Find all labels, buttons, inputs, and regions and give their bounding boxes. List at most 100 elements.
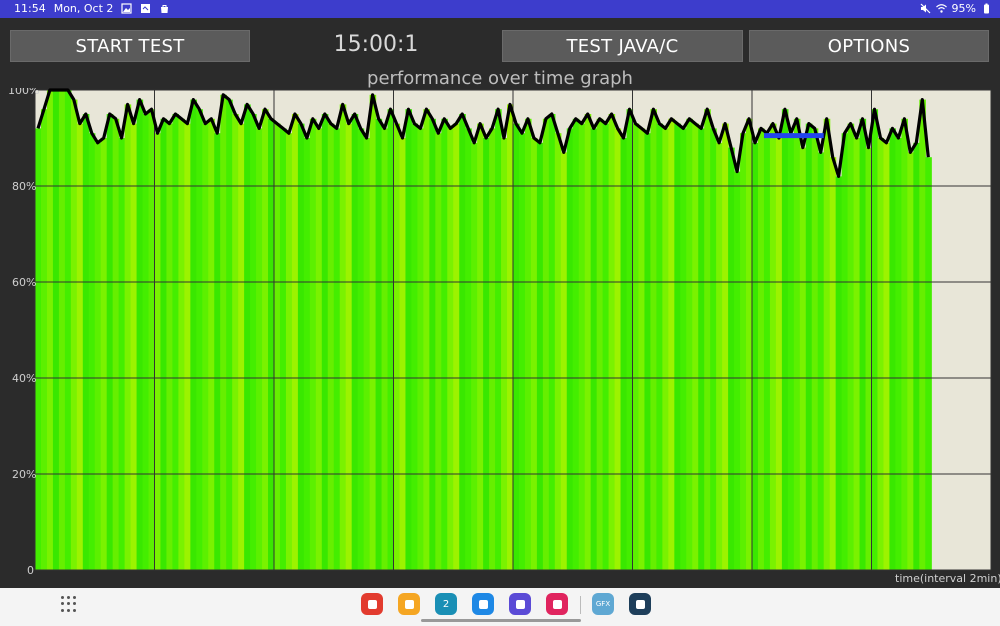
fill-stripe — [208, 118, 215, 571]
fill-stripe — [52, 90, 60, 570]
fill-stripe — [734, 171, 741, 570]
fill-stripe — [542, 118, 550, 571]
home-handle[interactable] — [421, 619, 581, 622]
fill-stripe — [728, 147, 735, 570]
messages-icon-glyph — [478, 599, 488, 609]
grid-lines — [34, 89, 992, 571]
fill-stripe — [196, 109, 203, 570]
fill-stripe — [686, 118, 693, 571]
bag-icon — [161, 5, 169, 13]
internet-icon[interactable] — [509, 593, 531, 615]
fill-stripe — [82, 114, 90, 570]
fill-stripe — [554, 133, 562, 570]
start-test-button[interactable]: START TEST — [10, 30, 250, 62]
fill-stripe — [327, 123, 335, 570]
fill-stripe — [781, 109, 789, 570]
flipboard-icon[interactable] — [361, 593, 383, 615]
y-tick-20: 20% — [12, 468, 36, 481]
fill-stripe — [859, 118, 867, 571]
fill-stripe — [453, 123, 460, 570]
wifi-icon — [935, 4, 947, 13]
fill-stripe — [46, 90, 54, 570]
fill-stripe — [429, 118, 436, 571]
fill-stripe — [423, 109, 430, 570]
fill-stripe — [154, 133, 162, 570]
fill-stripe — [100, 138, 108, 570]
fill-stripe — [698, 128, 705, 570]
fill-stripe — [787, 133, 795, 570]
fill-stripe — [232, 114, 239, 570]
fill-stripe — [142, 114, 150, 570]
fill-stripe — [399, 138, 407, 570]
fill-stripe — [566, 128, 574, 570]
fill-stripe — [435, 133, 442, 570]
snowflake-icon[interactable] — [629, 593, 651, 615]
fill-stripe — [387, 109, 395, 570]
fill-stripe — [256, 128, 263, 570]
app-window: START TEST 15:00:1 TEST JAVA/C OPTIONS p… — [0, 18, 1000, 588]
image-icon — [141, 4, 151, 13]
status-bar: 11:54 Mon, Oct 2 95% — [0, 0, 1000, 18]
mute-icon — [920, 3, 930, 14]
fill-stripe — [853, 138, 861, 570]
gfx-icon[interactable]: GFX — [592, 593, 614, 615]
fill-stripe — [560, 152, 568, 570]
fill-stripe — [274, 123, 281, 570]
fill-stripe — [184, 123, 191, 570]
fill-stripe — [160, 118, 168, 571]
fill-stripe — [238, 123, 245, 570]
fill-stripe — [483, 138, 490, 570]
fill-stripe — [148, 109, 156, 570]
fill-stripe — [76, 123, 84, 570]
app-drawer-icon[interactable] — [61, 596, 77, 612]
internet-icon-glyph — [515, 599, 525, 609]
fill-stripe — [35, 128, 42, 570]
fill-stripe — [847, 123, 855, 570]
fill-stripe — [489, 128, 496, 570]
fill-stripe — [118, 138, 126, 570]
fill-stripe — [722, 123, 729, 570]
fill-stripe — [871, 109, 879, 570]
files-icon[interactable] — [398, 593, 420, 615]
fill-stripe — [805, 123, 813, 570]
performance-fill — [35, 90, 932, 571]
fill-stripe — [763, 133, 771, 570]
fill-stripe — [417, 128, 424, 570]
fill-stripe — [501, 138, 508, 570]
gfx-icon-label: GFX — [595, 600, 611, 608]
fill-stripe — [465, 128, 472, 570]
fill-stripe — [321, 114, 329, 570]
options-button[interactable]: OPTIONS — [749, 30, 989, 62]
gallery-icon — [121, 3, 133, 14]
fill-stripe — [865, 147, 873, 570]
fill-stripe — [889, 128, 896, 570]
fill-stripe — [411, 123, 418, 570]
fill-stripe — [190, 99, 197, 570]
flipboard-icon-glyph — [367, 599, 377, 609]
y-tick-60: 60% — [12, 276, 36, 289]
fill-stripe — [608, 114, 616, 570]
fill-stripe — [202, 123, 209, 570]
test-java-c-button[interactable]: TEST JAVA/C — [502, 30, 743, 62]
fill-stripe — [375, 118, 383, 571]
fill-stripe — [548, 114, 556, 570]
fill-stripe — [130, 123, 138, 570]
fill-stripe — [901, 118, 908, 571]
fill-stripe — [363, 138, 371, 570]
camera-icon[interactable] — [546, 593, 568, 615]
fill-stripe — [70, 99, 78, 570]
fill-stripe — [757, 128, 765, 570]
fill-stripe — [668, 118, 675, 571]
fill-stripe — [178, 118, 185, 571]
fill-stripe — [746, 118, 753, 571]
fill-stripe — [94, 142, 102, 571]
calendar-icon[interactable]: 2 — [435, 593, 457, 615]
fill-stripe — [817, 152, 825, 570]
fill-stripe — [656, 123, 663, 570]
fill-stripe — [740, 133, 747, 570]
fill-stripe — [518, 133, 526, 570]
fill-stripe — [829, 157, 837, 570]
messages-icon[interactable] — [472, 593, 494, 615]
fill-stripe — [793, 118, 801, 571]
y-axis-labels: 100% 80% 60% 40% 20% 0 — [8, 88, 39, 577]
